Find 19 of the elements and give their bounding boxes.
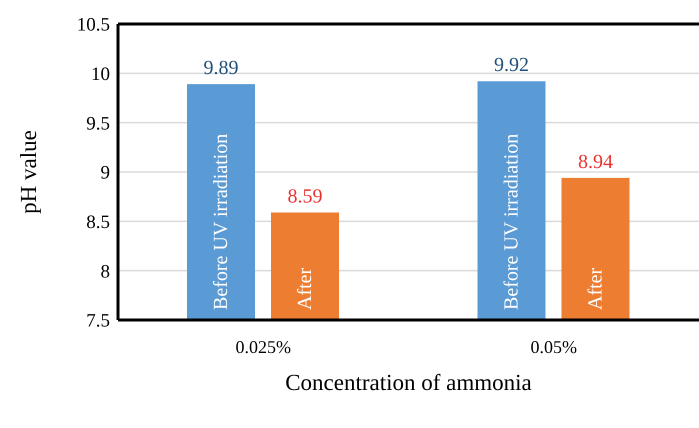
x-axis-title: Concentration of ammonia: [285, 370, 532, 395]
x-tick-label: 0.025%: [236, 336, 291, 357]
data-label: 9.89: [204, 57, 238, 80]
x-tick-label: 0.05%: [530, 336, 577, 357]
series-label: After: [294, 267, 316, 310]
y-tick-label: 9: [100, 162, 110, 184]
y-tick-label: 9.5: [86, 113, 110, 134]
data-label: 8.94: [578, 150, 613, 173]
y-tick-label: 10: [91, 64, 110, 86]
text: After: [584, 268, 606, 310]
y-tick-label: 8: [100, 261, 110, 282]
text: Before UV irradiation: [500, 134, 522, 310]
series-label: Before UV irradiation: [210, 134, 232, 310]
y-tick-label: 10.5: [76, 14, 110, 36]
y-tick-label: 7.5: [86, 310, 110, 332]
y-tick-label: 8.5: [86, 212, 110, 234]
y-axis-title: pH value: [16, 130, 42, 214]
data-label: 8.59: [288, 185, 322, 208]
data-label: 9.92: [494, 54, 529, 76]
